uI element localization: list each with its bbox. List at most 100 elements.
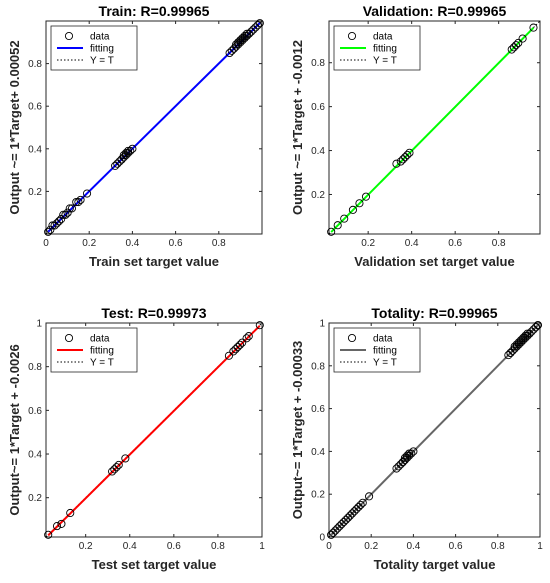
x-tick-label: 0.6 <box>449 541 463 552</box>
y-tick-label: 1 <box>36 319 42 330</box>
data-point <box>110 465 119 474</box>
x-tick-label: 0 <box>326 541 332 552</box>
x-tick-label: 0.4 <box>125 238 139 249</box>
data-point <box>327 530 336 539</box>
data-point <box>403 451 412 460</box>
data-point <box>510 344 519 353</box>
legend-data-label: data <box>90 32 110 43</box>
data-point <box>72 197 81 207</box>
x-tick-label: 0.2 <box>79 541 93 552</box>
fitting-line <box>330 27 535 233</box>
data-point <box>401 153 410 162</box>
data-point <box>233 342 242 352</box>
data-point <box>61 210 70 219</box>
data-point <box>234 38 243 47</box>
data-point <box>403 453 412 462</box>
data-point <box>108 467 117 476</box>
legend-fitting-label: fitting <box>90 44 114 55</box>
data-point <box>333 221 342 230</box>
legend-identity-label: Y = T <box>373 56 397 67</box>
x-tick-label: 0.4 <box>406 541 420 552</box>
x-axis-label: Validation set target value <box>354 254 514 269</box>
chart-panel-3: 0.2 0.4 0.6 0.8 1 0.2 0.4 0.6 0.8 1 Test: R=0.9997… <box>7 305 265 572</box>
data-point <box>121 149 130 158</box>
data-point <box>234 40 243 49</box>
data-point <box>531 323 540 332</box>
data-point <box>52 522 62 531</box>
data-point <box>227 46 236 55</box>
chart-title: Test: R=0.99973 <box>101 305 206 321</box>
data-point <box>400 453 410 462</box>
data-point <box>512 340 521 349</box>
x-tick-label: 0.2 <box>364 541 378 552</box>
data-point <box>333 524 342 533</box>
y-tick-label: 0.8 <box>311 58 325 69</box>
y-tick-label: 1 <box>319 319 325 330</box>
data-point <box>341 515 350 524</box>
data-point <box>231 345 240 354</box>
chart-title: Train: R=0.99965 <box>99 3 210 19</box>
data-point <box>394 462 403 471</box>
y-tick-label: 0 <box>319 533 325 544</box>
chart-panel-1: 0 0.2 0.4 0.6 0.8 0.2 0.4 0.6 0.8 Train: R=0.9996… <box>7 3 264 269</box>
data-point <box>119 151 128 160</box>
data-point <box>519 336 528 345</box>
y-tick-label: 0.4 <box>28 450 42 461</box>
data-point <box>249 25 258 34</box>
y-tick-label: 0.4 <box>28 144 42 155</box>
data-point <box>529 325 538 334</box>
x-tick-label: 0.2 <box>82 238 96 249</box>
data-point <box>339 517 348 527</box>
x-tick-label: 0.4 <box>123 541 137 552</box>
legend-identity-label: Y = T <box>90 358 114 369</box>
legend-data-label: data <box>90 334 110 345</box>
y-tick-label: 0.4 <box>311 447 325 458</box>
data-point <box>67 204 76 213</box>
x-tick-label: 0.6 <box>169 238 183 249</box>
data-point <box>126 146 135 155</box>
data-point <box>331 526 340 535</box>
data-point <box>398 155 408 164</box>
data-point <box>523 331 532 340</box>
legend-identity-label: Y = T <box>373 358 397 369</box>
chart-panel-2: 0.2 0.4 0.6 0.8 0.2 0.4 0.6 0.8 Validation: R=0.… <box>290 3 541 269</box>
y-tick-label: 0.2 <box>311 490 325 501</box>
legend-fitting-label: fitting <box>373 44 397 55</box>
data-point <box>358 498 367 507</box>
data-point <box>407 449 416 458</box>
data-point <box>354 502 363 512</box>
legend-fitting-label: fitting <box>373 346 397 357</box>
data-point <box>512 41 521 50</box>
data-point <box>396 157 405 166</box>
x-tick-label: 0.8 <box>492 238 506 249</box>
data-point <box>124 146 133 155</box>
data-point <box>113 159 122 168</box>
legend-data-marker <box>347 31 357 41</box>
x-axis-label: Train set target value <box>89 254 219 269</box>
y-tick-label: 0.8 <box>28 59 42 70</box>
data-point <box>340 214 349 223</box>
data-point <box>519 333 528 343</box>
data-point <box>361 192 371 201</box>
legend-data-marker <box>64 31 74 41</box>
data-point <box>521 333 530 343</box>
data-point <box>54 217 64 226</box>
data-point <box>124 149 133 158</box>
legend-data-marker <box>347 333 357 343</box>
data-point <box>514 338 523 347</box>
x-axis-label: Test set target value <box>92 557 217 572</box>
fitting-line <box>47 325 261 537</box>
data-point <box>247 27 256 36</box>
data-point <box>115 157 124 166</box>
data-point <box>527 327 536 336</box>
data-point <box>350 507 359 516</box>
data-point <box>121 151 130 160</box>
data-point <box>236 38 245 47</box>
data-point <box>365 492 374 501</box>
data-point <box>405 449 414 458</box>
data-point <box>251 23 260 32</box>
data-point <box>224 351 233 360</box>
data-point <box>59 210 68 219</box>
